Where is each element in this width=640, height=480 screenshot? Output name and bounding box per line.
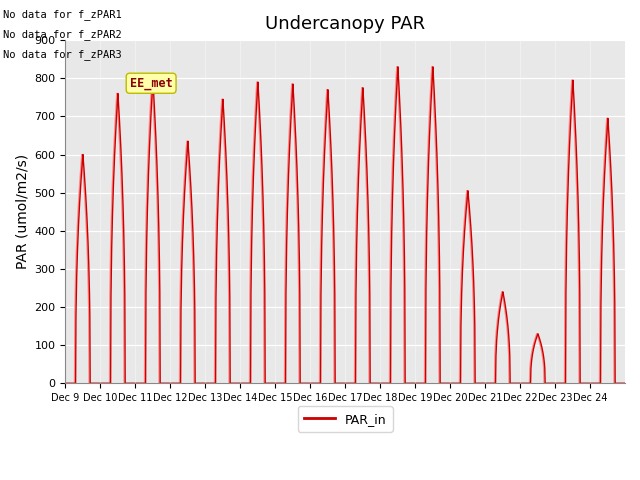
Y-axis label: PAR (umol/m2/s): PAR (umol/m2/s) [15,154,29,269]
Text: No data for f_zPAR2: No data for f_zPAR2 [3,29,122,40]
Text: No data for f_zPAR1: No data for f_zPAR1 [3,9,122,20]
Legend: PAR_in: PAR_in [298,407,393,432]
Text: EE_met: EE_met [130,77,173,90]
Text: No data for f_zPAR3: No data for f_zPAR3 [3,49,122,60]
Title: Undercanopy PAR: Undercanopy PAR [265,15,425,33]
